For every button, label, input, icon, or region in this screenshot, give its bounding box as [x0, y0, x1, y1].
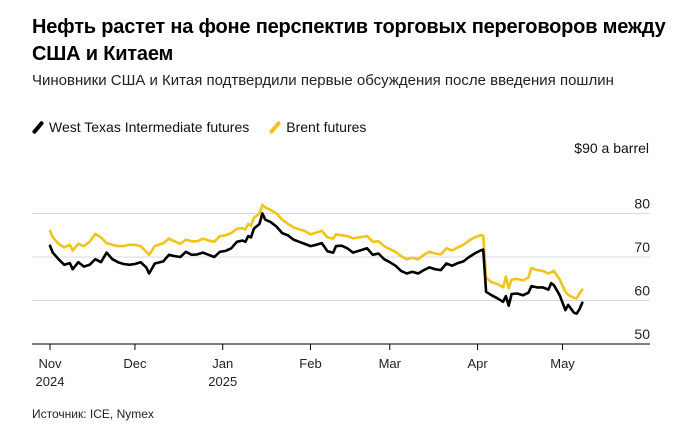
y-tick-label-50: 50: [634, 326, 650, 342]
source-note: Источник: ICE, Nymex: [32, 407, 154, 421]
y-tick-label-80: 80: [634, 196, 650, 212]
x-tick-sublabel-2024: 2024: [36, 374, 65, 389]
y-tick-label-70: 70: [634, 239, 650, 255]
x-tick-label-jan: Jan: [212, 356, 233, 371]
legend-label-brent: Brent futures: [286, 119, 367, 135]
chart-title: Нефть растет на фоне перспектив торговых…: [32, 16, 666, 65]
x-tick-label-apr: Apr: [467, 356, 488, 371]
x-tick-label-may: May: [550, 356, 575, 371]
x-tick-label-feb: Feb: [299, 356, 321, 371]
chart-subtitle: Чиновники США и Китая подтвердили первые…: [32, 72, 614, 89]
y-axis-unit-label: $90 a barrel: [574, 140, 649, 156]
series-line-brent: [48, 203, 584, 300]
x-tick-sublabel-2025: 2025: [208, 374, 237, 389]
y-tick-label-60: 60: [634, 283, 650, 299]
legend: West Texas Intermediate futures Brent fu…: [31, 117, 386, 137]
series-line-wti: [48, 212, 584, 315]
x-tick-label-mar: Mar: [379, 356, 402, 371]
legend-item-brent: Brent futures: [268, 119, 367, 135]
legend-item-wti: West Texas Intermediate futures: [31, 119, 250, 135]
x-tick-label-dec: Dec: [123, 356, 147, 371]
legend-label-wti: West Texas Intermediate futures: [49, 119, 250, 135]
x-tick-label-nov: Nov: [38, 356, 62, 371]
